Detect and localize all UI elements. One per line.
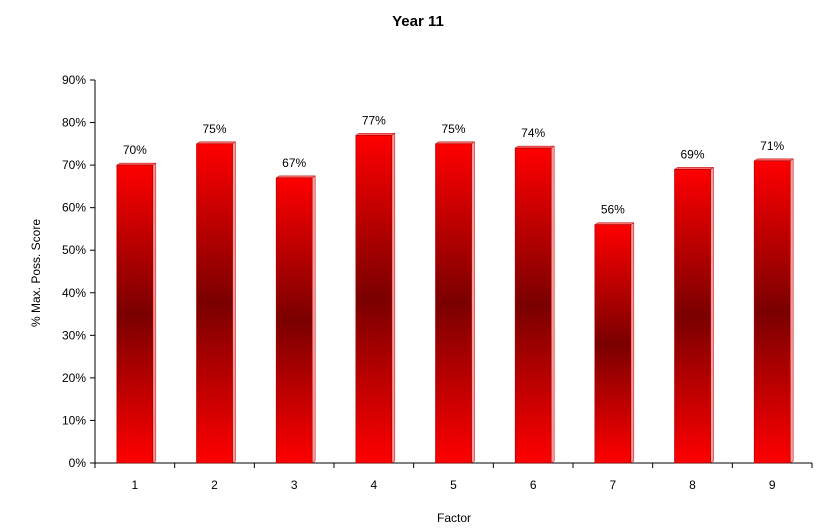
bar-side — [789, 158, 794, 464]
x-tick-label: 7 — [609, 478, 616, 492]
bar — [514, 147, 552, 464]
y-tick-label: 90% — [62, 73, 86, 87]
bar-side — [550, 145, 555, 464]
bar — [594, 224, 632, 464]
bar-side — [152, 162, 157, 464]
chart-title: Year 11 — [392, 13, 444, 30]
bar-side — [471, 141, 475, 464]
y-tick-label: 10% — [62, 413, 86, 427]
bar-side — [391, 132, 396, 464]
bar-value-label: 75% — [202, 122, 226, 136]
y-ticks: 0% 10% 20% 30% 40% 50% 60% 70% 80% 90% — [62, 73, 95, 470]
bar-side — [232, 141, 236, 464]
bar-value-label: 69% — [680, 147, 704, 161]
bar-top — [594, 222, 635, 225]
bar — [435, 143, 472, 464]
bar-value-label: 70% — [123, 143, 147, 157]
bars: 70% 75% 67% 77% 75% 74% 56% 69% 71% — [116, 113, 794, 464]
bar-value-label: 56% — [601, 203, 625, 217]
y-tick-label: 20% — [62, 371, 86, 385]
y-tick-label: 30% — [62, 328, 86, 342]
bar — [116, 164, 154, 464]
x-tick-label: 1 — [131, 478, 138, 492]
x-tick-label: 9 — [769, 478, 776, 492]
x-tick-label: 4 — [370, 478, 377, 492]
y-tick-label: 70% — [62, 158, 86, 172]
y-tick-label: 40% — [62, 286, 86, 300]
bar-value-label: 71% — [760, 139, 784, 153]
y-tick-label: 50% — [62, 243, 86, 257]
bar-value-label: 77% — [362, 113, 386, 127]
x-axis-label: Factor — [437, 511, 471, 525]
y-tick-label: 60% — [62, 201, 86, 215]
bar — [355, 135, 393, 464]
bar-value-label: 75% — [441, 122, 465, 136]
x-ticks: 1 2 3 4 5 6 7 8 9 — [94, 463, 813, 492]
bar — [196, 143, 233, 464]
bar-side — [311, 175, 316, 464]
x-tick-label: 3 — [291, 478, 298, 492]
y-axis-label: % Max. Poss. Score — [29, 219, 43, 327]
y-tick-label: 0% — [69, 456, 87, 470]
bar-top — [673, 167, 715, 170]
bar-value-label: 74% — [521, 126, 545, 140]
y-tick-label: 80% — [62, 116, 86, 130]
bar-side — [630, 222, 635, 464]
x-tick-label: 2 — [211, 478, 218, 492]
bar-side — [710, 166, 714, 464]
bar-value-label: 67% — [282, 156, 306, 170]
x-tick-label: 8 — [689, 478, 696, 492]
bar — [275, 177, 313, 464]
bar — [753, 160, 791, 464]
x-tick-label: 6 — [530, 478, 537, 492]
bar-top — [753, 158, 794, 162]
bar-top — [275, 175, 316, 179]
x-tick-label: 5 — [450, 478, 457, 492]
bar — [674, 169, 711, 464]
